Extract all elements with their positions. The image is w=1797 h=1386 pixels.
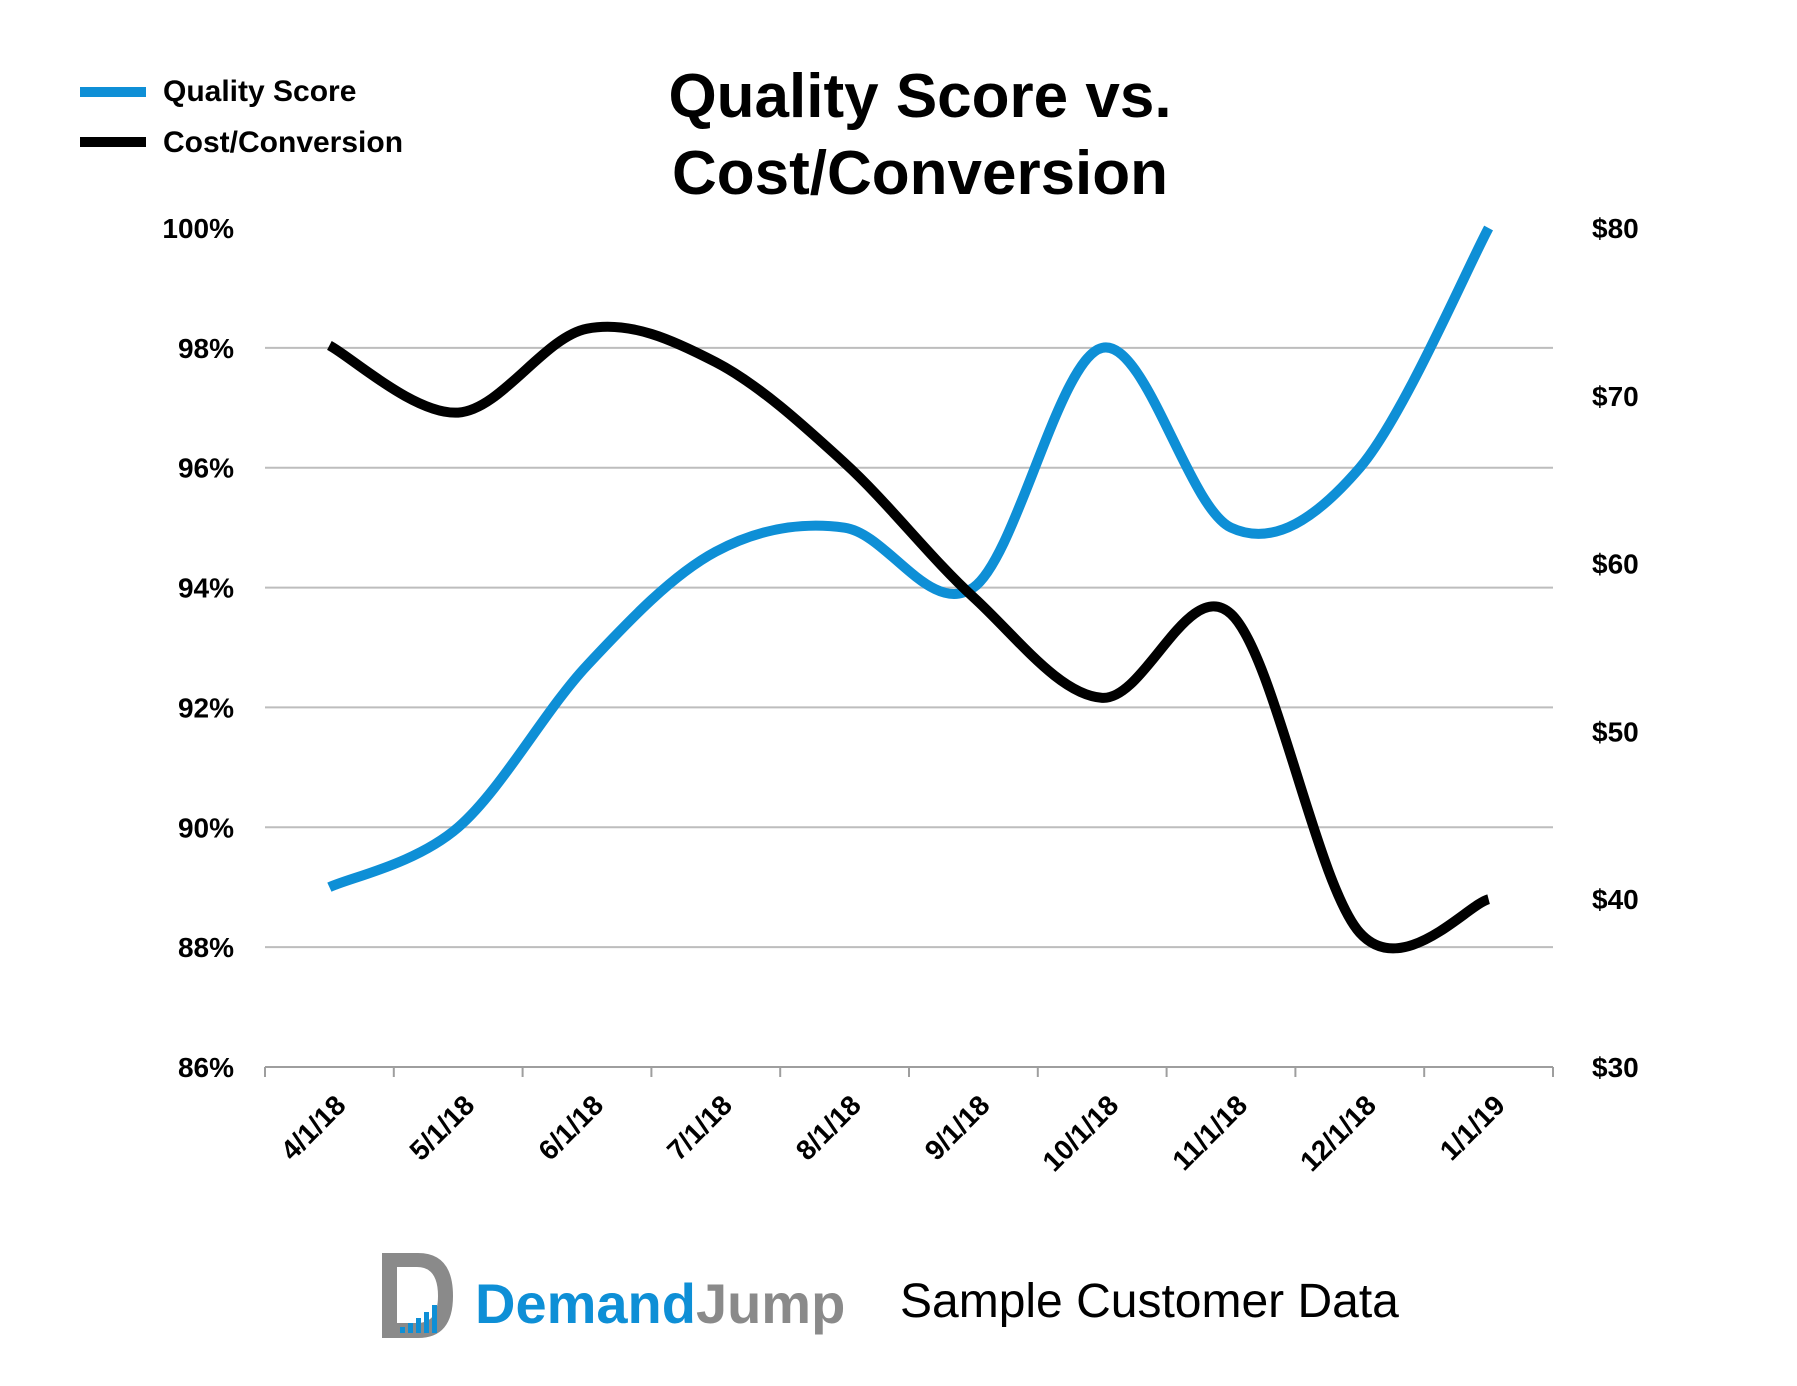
legend-swatch-quality-score bbox=[80, 87, 146, 97]
y-right-tick-label: $60 bbox=[1592, 549, 1639, 580]
y-left-tick-label: 96% bbox=[178, 453, 234, 484]
legend-swatch-cost-conversion bbox=[80, 137, 146, 147]
y-right-tick-label: $30 bbox=[1592, 1052, 1639, 1083]
series-lines bbox=[326, 225, 1494, 954]
brand-wordmark: DemandJump bbox=[475, 1272, 845, 1335]
y-left-tick-label: 100% bbox=[162, 213, 234, 244]
x-tick-label: 9/1/18 bbox=[919, 1089, 996, 1166]
demandjump-logo bbox=[382, 1253, 453, 1338]
y-right-tick-label: $80 bbox=[1592, 213, 1639, 244]
y-axis-left: 86% 88% 90% 92% 94% 96% 98% 100% bbox=[162, 213, 234, 1083]
y-left-tick-label: 86% bbox=[178, 1052, 234, 1083]
y-left-tick-label: 88% bbox=[178, 932, 234, 963]
y-right-tick-label: $70 bbox=[1592, 381, 1639, 412]
x-axis: 4/1/18 5/1/18 6/1/18 7/1/18 8/1/18 9/1/18 10/1… bbox=[264, 1066, 1554, 1177]
x-tick-label: 8/1/18 bbox=[790, 1089, 867, 1166]
y-left-tick-label: 92% bbox=[178, 692, 234, 723]
x-tick-label: 1/1/19 bbox=[1434, 1089, 1511, 1166]
tagline: Sample Customer Data bbox=[900, 1275, 1399, 1328]
y-left-tick-label: 98% bbox=[178, 333, 234, 364]
y-left-tick-label: 94% bbox=[178, 573, 234, 604]
legend-label-cost-conversion: Cost/Conversion bbox=[163, 126, 403, 159]
x-tick-label: 10/1/18 bbox=[1036, 1089, 1124, 1177]
y-left-tick-label: 90% bbox=[178, 812, 234, 843]
y-axis-right: $30 $40 $50 $60 $70 $80 bbox=[1592, 213, 1639, 1083]
x-tick-label: 7/1/18 bbox=[661, 1089, 738, 1166]
x-tick-label: 11/1/18 bbox=[1166, 1089, 1253, 1176]
logo-bar-2 bbox=[408, 1323, 413, 1333]
series-line-quality-score bbox=[327, 225, 1494, 892]
legend-label-quality-score: Quality Score bbox=[163, 75, 356, 108]
chart-title-line-2: Cost/Conversion bbox=[672, 139, 1168, 208]
chart-title-line-1: Quality Score vs. bbox=[668, 62, 1171, 131]
x-tick-label: 6/1/18 bbox=[532, 1089, 609, 1166]
logo-bar-4 bbox=[424, 1312, 429, 1333]
series-line-cost-conversion bbox=[326, 321, 1491, 954]
gridlines bbox=[265, 346, 1553, 949]
y-right-tick-label: $50 bbox=[1592, 716, 1639, 747]
x-tick-label: 4/1/18 bbox=[275, 1089, 352, 1166]
legend: Quality Score Cost/Conversion bbox=[80, 75, 403, 159]
x-tick-label: 5/1/18 bbox=[403, 1089, 480, 1166]
brand-word-jump: Jump bbox=[696, 1272, 845, 1335]
x-tick-label: 12/1/18 bbox=[1294, 1089, 1382, 1177]
brand-word-demand: Demand bbox=[475, 1272, 696, 1335]
y-right-tick-label: $40 bbox=[1592, 884, 1639, 915]
logo-bar-5 bbox=[432, 1305, 437, 1333]
logo-bar-3 bbox=[416, 1318, 421, 1333]
logo-bar-1 bbox=[400, 1327, 405, 1333]
